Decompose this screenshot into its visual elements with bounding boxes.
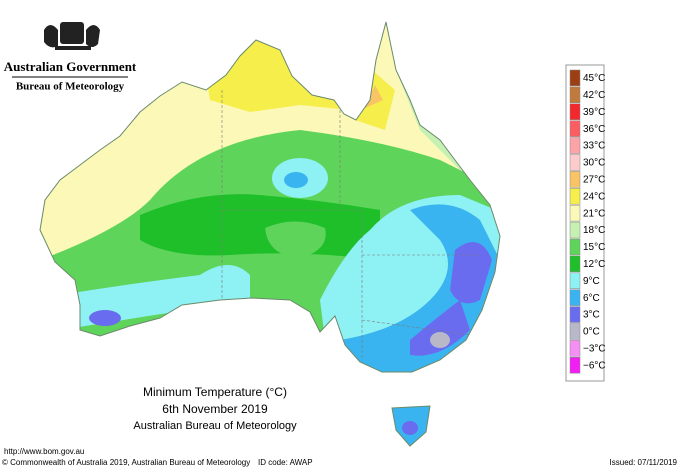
- legend-label: 39°C: [583, 107, 605, 118]
- legend-swatch: [569, 221, 581, 239]
- legend-swatch: [569, 69, 581, 87]
- legend-label: 45°C: [583, 73, 605, 84]
- legend-label: 0°C: [583, 327, 600, 338]
- legend-swatch: [569, 323, 581, 340]
- legend-swatch: [569, 272, 581, 289]
- legend-label: 12°C: [583, 259, 605, 270]
- caption-title: Minimum Temperature (°C): [143, 385, 287, 399]
- legend-label: 36°C: [583, 124, 605, 135]
- legend-label: −3°C: [583, 343, 606, 354]
- legend: 45°C 42°C 39°C 36°C 33°C 30°C 27°C 24°C 21°C 18°C…: [569, 69, 606, 374]
- legend-swatch: [569, 137, 581, 154]
- legend-label: 27°C: [583, 174, 605, 185]
- legend-label: 18°C: [583, 225, 605, 236]
- legend-label: 6°C: [583, 293, 600, 304]
- legend-swatch: [569, 86, 581, 104]
- legend-swatch: [569, 154, 581, 171]
- caption-date: 6th November 2019: [162, 402, 268, 416]
- legend-label: 33°C: [583, 141, 605, 152]
- legend-label: 15°C: [583, 242, 605, 253]
- legend-swatch: [569, 204, 581, 222]
- legend-label: 9°C: [583, 276, 600, 287]
- id-code: ID code: AWAP: [258, 458, 313, 467]
- legend-swatch: [569, 103, 581, 120]
- legend-swatch: [569, 357, 581, 374]
- legend-swatch: [569, 238, 581, 256]
- legend-swatch: [569, 306, 581, 323]
- legend-swatch: [569, 340, 581, 357]
- legend-swatch: [569, 255, 581, 273]
- legend-label: 21°C: [583, 208, 605, 219]
- copyright: © Commonwealth of Australia 2019, Austra…: [2, 458, 250, 467]
- url: http://www.bom.gov.au: [4, 447, 84, 456]
- government: Australian Government: [4, 59, 137, 74]
- legend-label: −6°C: [583, 360, 606, 371]
- legend-label: 30°C: [583, 158, 605, 169]
- caption-source: Australian Bureau of Meteorology: [133, 420, 297, 432]
- issued: Issued: 07/11/2019: [610, 458, 678, 467]
- legend-label: 3°C: [583, 310, 600, 321]
- legend-swatch: [569, 171, 581, 188]
- legend-label: 42°C: [583, 90, 605, 101]
- legend-swatch: [569, 120, 581, 137]
- legend-swatch: [569, 188, 581, 205]
- bureau: Bureau of Meteorology: [16, 81, 125, 93]
- legend-swatch: [569, 289, 581, 306]
- legend-label: 24°C: [583, 191, 605, 202]
- emblem: [44, 22, 100, 50]
